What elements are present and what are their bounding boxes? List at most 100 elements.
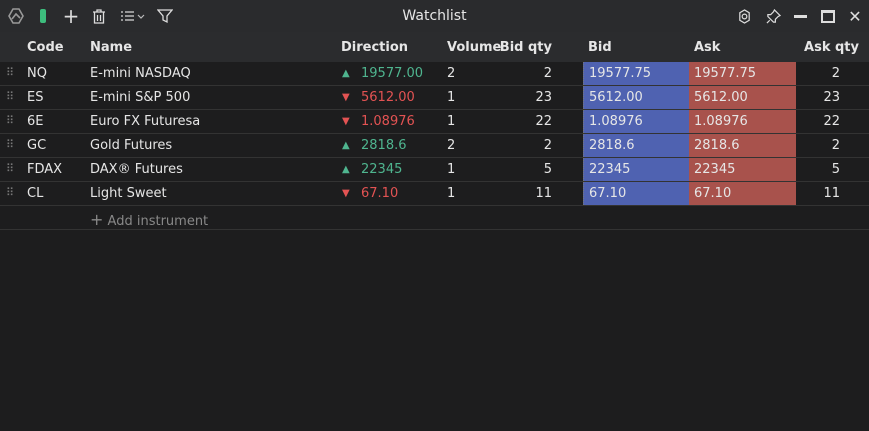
volume: 2 (447, 66, 456, 81)
name: Light Sweet (90, 186, 167, 201)
code: CL (27, 186, 44, 201)
bid-cell[interactable]: 67.10 (583, 182, 689, 205)
add-instrument-row[interactable]: + Add instrument (0, 206, 869, 230)
col-bid[interactable]: Bid (588, 40, 612, 55)
name: DAX® Futures (90, 162, 183, 177)
drag-handle-icon[interactable]: ⠿ (6, 186, 14, 199)
ask: 5612.00 (694, 90, 748, 105)
code: 6E (27, 114, 44, 129)
table-row[interactable]: ⠿ 6E Euro FX Futuresa ▼ 1.08976 1 22 1.0… (0, 110, 869, 134)
bid-qty: 2 (543, 66, 552, 81)
ask-cell[interactable]: 5612.00 (689, 86, 796, 109)
filter-icon[interactable] (156, 7, 174, 25)
trash-icon[interactable] (90, 7, 108, 25)
ask-qty: 23 (823, 90, 840, 105)
table-row[interactable]: ⠿ GC Gold Futures ▲ 2818.6 2 2 2818.6 28… (0, 134, 869, 158)
bid-cell[interactable]: 5612.00 (583, 86, 689, 109)
bid: 1.08976 (589, 114, 643, 129)
ask-qty: 11 (823, 186, 840, 201)
drag-handle-icon[interactable]: ⠿ (6, 114, 14, 127)
ask-cell[interactable]: 2818.6 (689, 134, 796, 157)
bid-qty: 11 (535, 186, 552, 201)
ask: 19577.75 (694, 66, 757, 81)
arrow-up-icon: ▲ (342, 164, 350, 175)
title-bar: + Watchlist ✕ (0, 0, 869, 32)
table-row[interactable]: ⠿ NQ E-mini NASDAQ ▲ 19577.00 2 2 19577.… (0, 62, 869, 86)
bid-qty: 22 (535, 114, 552, 129)
bid: 19577.75 (589, 66, 652, 81)
table-row[interactable]: ⠿ CL Light Sweet ▼ 67.10 1 11 67.10 67.1… (0, 182, 869, 206)
direction-value: 22345 (361, 162, 403, 177)
arrow-up-icon: ▲ (342, 140, 350, 151)
ask-cell[interactable]: 67.10 (689, 182, 796, 205)
name: Euro FX Futuresa (90, 114, 201, 129)
col-bid-qty[interactable]: Bid qty (499, 40, 552, 55)
ask: 1.08976 (694, 114, 748, 129)
ask-qty: 2 (831, 66, 840, 81)
ask: 67.10 (694, 186, 732, 201)
direction-value: 5612.00 (361, 90, 415, 105)
bid: 2818.6 (589, 138, 635, 153)
col-ask-qty[interactable]: Ask qty (804, 40, 859, 55)
code: NQ (27, 66, 47, 81)
direction-value: 2818.6 (361, 138, 407, 153)
code: ES (27, 90, 44, 105)
table-row[interactable]: ⠿ FDAX DAX® Futures ▲ 22345 1 5 22345 22… (0, 158, 869, 182)
add-icon[interactable]: + (62, 4, 80, 28)
ask-cell[interactable]: 1.08976 (689, 110, 796, 133)
drag-handle-icon[interactable]: ⠿ (6, 66, 14, 79)
maximize-icon[interactable] (819, 7, 837, 25)
volume: 1 (447, 90, 456, 105)
arrow-down-icon: ▼ (342, 188, 350, 199)
close-icon[interactable]: ✕ (848, 6, 862, 26)
drag-handle-icon[interactable]: ⠿ (6, 138, 14, 151)
volume: 1 (447, 162, 456, 177)
name: Gold Futures (90, 138, 173, 153)
settings-icon[interactable] (735, 7, 753, 25)
table-row[interactable]: ⠿ ES E-mini S&P 500 ▼ 5612.00 1 23 5612.… (0, 86, 869, 110)
color-tag-icon[interactable] (34, 7, 52, 25)
bid-qty: 2 (543, 138, 552, 153)
ask-qty: 5 (831, 162, 840, 177)
ask-cell[interactable]: 22345 (689, 158, 796, 181)
bid-cell[interactable]: 19577.75 (583, 62, 689, 85)
code: GC (27, 138, 47, 153)
add-instrument-button[interactable]: + Add instrument (90, 210, 209, 229)
volume: 2 (447, 138, 456, 153)
direction-value: 19577.00 (361, 66, 424, 81)
direction-value: 1.08976 (361, 114, 415, 129)
bid-cell[interactable]: 1.08976 (583, 110, 689, 133)
pin-icon[interactable] (764, 7, 782, 25)
arrow-up-icon: ▲ (342, 68, 350, 79)
code: FDAX (27, 162, 63, 177)
bid: 67.10 (589, 186, 627, 201)
bid-qty: 5 (543, 162, 552, 177)
col-direction[interactable]: Direction (341, 40, 409, 55)
col-code[interactable]: Code (27, 40, 64, 55)
ask-qty: 2 (831, 138, 840, 153)
col-name[interactable]: Name (90, 40, 133, 55)
drag-handle-icon[interactable]: ⠿ (6, 90, 14, 103)
bid: 22345 (589, 162, 631, 177)
direction-value: 67.10 (361, 186, 399, 201)
ask: 22345 (694, 162, 736, 177)
volume: 1 (447, 114, 456, 129)
arrow-down-icon: ▼ (342, 92, 350, 103)
name: E-mini NASDAQ (90, 66, 191, 81)
bid: 5612.00 (589, 90, 643, 105)
list-menu-icon[interactable] (120, 7, 146, 25)
ask: 2818.6 (694, 138, 740, 153)
ask-qty: 22 (823, 114, 840, 129)
col-ask[interactable]: Ask (694, 40, 721, 55)
name: E-mini S&P 500 (90, 90, 191, 105)
bid-cell[interactable]: 22345 (583, 158, 689, 181)
table-header: Code Name Direction Volume Bid qty Bid A… (0, 32, 869, 62)
volume: 1 (447, 186, 456, 201)
bid-cell[interactable]: 2818.6 (583, 134, 689, 157)
bid-qty: 23 (535, 90, 552, 105)
col-volume[interactable]: Volume (447, 40, 502, 55)
app-logo-icon[interactable] (7, 7, 25, 25)
minimize-icon[interactable] (791, 7, 809, 25)
ask-cell[interactable]: 19577.75 (689, 62, 796, 85)
drag-handle-icon[interactable]: ⠿ (6, 162, 14, 175)
